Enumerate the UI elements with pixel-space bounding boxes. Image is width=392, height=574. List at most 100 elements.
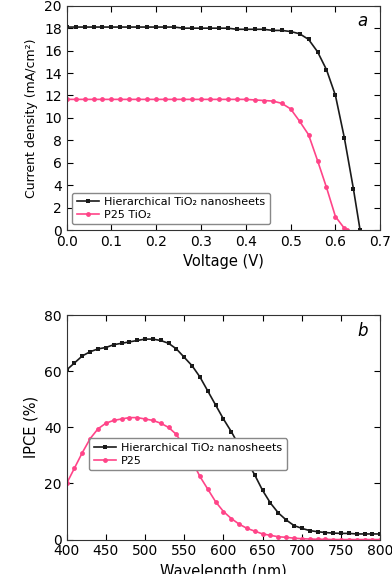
Hierarchical TiO₂ nanosheets <box>260 487 265 494</box>
P25 <box>299 536 304 542</box>
P25 <box>221 508 226 515</box>
P25 TiO₂ <box>145 96 150 103</box>
Hierarchical TiO₂ nanosheets <box>276 510 281 517</box>
P25 <box>166 424 171 431</box>
Hierarchical TiO₂ nanosheets <box>91 24 96 30</box>
Hierarchical TiO₂ nanosheets <box>225 25 230 32</box>
P25 <box>284 534 289 541</box>
P25 TiO₂ <box>118 96 123 103</box>
P25 TiO₂ <box>199 96 203 103</box>
P25 <box>354 536 359 543</box>
Hierarchical TiO₂ nanosheets <box>299 525 304 532</box>
Hierarchical TiO₂ nanosheets <box>163 24 167 30</box>
Hierarchical TiO₂ nanosheets <box>143 336 147 343</box>
P25 <box>96 425 100 432</box>
Hierarchical TiO₂ nanosheets <box>198 374 202 381</box>
Hierarchical TiO₂ nanosheets <box>208 25 212 32</box>
P25 <box>127 414 132 421</box>
Line: Hierarchical TiO₂ nanosheets: Hierarchical TiO₂ nanosheets <box>64 25 363 232</box>
P25 <box>64 480 69 487</box>
Hierarchical TiO₂ nanosheets <box>213 402 218 409</box>
P25 <box>260 530 265 537</box>
Hierarchical TiO₂ nanosheets <box>315 48 320 55</box>
P25 TiO₂ <box>225 96 230 103</box>
Hierarchical TiO₂ nanosheets <box>127 339 132 346</box>
Hierarchical TiO₂ nanosheets <box>182 354 187 361</box>
P25 TiO₂ <box>109 96 114 103</box>
P25 <box>331 536 336 543</box>
P25 <box>88 435 93 442</box>
Hierarchical TiO₂ nanosheets <box>82 24 87 30</box>
Line: Hierarchical TiO₂ nanosheets: Hierarchical TiO₂ nanosheets <box>64 337 383 536</box>
P25 <box>347 536 351 543</box>
P25 TiO₂ <box>279 100 284 107</box>
Hierarchical TiO₂ nanosheets <box>127 24 132 30</box>
P25 <box>158 420 163 426</box>
Hierarchical TiO₂ nanosheets <box>199 25 203 32</box>
Hierarchical TiO₂ nanosheets <box>237 442 241 449</box>
Hierarchical TiO₂ nanosheets <box>119 340 124 347</box>
P25 <box>237 521 241 528</box>
Hierarchical TiO₂ nanosheets <box>73 24 78 30</box>
P25 TiO₂ <box>181 96 185 103</box>
P25 <box>276 533 281 540</box>
P25 TiO₂ <box>136 96 141 103</box>
P25 TiO₂ <box>82 96 87 103</box>
P25 TiO₂ <box>324 184 329 191</box>
Hierarchical TiO₂ nanosheets <box>136 24 141 30</box>
P25 <box>111 417 116 424</box>
Hierarchical TiO₂ nanosheets <box>339 530 343 537</box>
Hierarchical TiO₂ nanosheets <box>323 529 328 536</box>
P25 TiO₂ <box>208 96 212 103</box>
Hierarchical TiO₂ nanosheets <box>109 24 114 30</box>
P25 TiO₂ <box>64 96 69 103</box>
P25 TiO₂ <box>217 96 221 103</box>
Legend: Hierarchical TiO₂ nanosheets, P25: Hierarchical TiO₂ nanosheets, P25 <box>89 439 287 470</box>
P25 <box>378 536 383 543</box>
Hierarchical TiO₂ nanosheets <box>378 530 383 537</box>
Y-axis label: IPCE (%): IPCE (%) <box>24 397 38 459</box>
Hierarchical TiO₂ nanosheets <box>64 366 69 373</box>
Hierarchical TiO₂ nanosheets <box>111 342 116 348</box>
P25 <box>213 498 218 505</box>
Hierarchical TiO₂ nanosheets <box>306 36 311 43</box>
P25 <box>229 515 234 522</box>
Hierarchical TiO₂ nanosheets <box>351 185 356 192</box>
Legend: Hierarchical TiO₂ nanosheets, P25 TiO₂: Hierarchical TiO₂ nanosheets, P25 TiO₂ <box>72 193 270 224</box>
P25 TiO₂ <box>252 96 257 103</box>
Hierarchical TiO₂ nanosheets <box>166 340 171 347</box>
Hierarchical TiO₂ nanosheets <box>362 530 367 537</box>
P25 TiO₂ <box>172 96 176 103</box>
P25 <box>182 444 187 451</box>
P25 TiO₂ <box>288 106 293 113</box>
Hierarchical TiO₂ nanosheets <box>342 135 347 142</box>
Hierarchical TiO₂ nanosheets <box>358 227 363 234</box>
Line: P25 TiO₂: P25 TiO₂ <box>64 97 349 232</box>
Hierarchical TiO₂ nanosheets <box>100 24 105 30</box>
P25 <box>205 486 210 492</box>
P25 TiO₂ <box>306 131 311 138</box>
P25 <box>190 457 194 464</box>
Hierarchical TiO₂ nanosheets <box>333 92 338 99</box>
Line: P25: P25 <box>64 415 383 542</box>
Hierarchical TiO₂ nanosheets <box>307 527 312 534</box>
P25 <box>135 414 140 421</box>
P25 TiO₂ <box>333 213 338 220</box>
Hierarchical TiO₂ nanosheets <box>135 337 140 344</box>
P25 TiO₂ <box>154 96 159 103</box>
Hierarchical TiO₂ nanosheets <box>72 359 77 366</box>
Hierarchical TiO₂ nanosheets <box>217 25 221 32</box>
P25 <box>151 417 155 424</box>
P25 <box>72 464 77 471</box>
Hierarchical TiO₂ nanosheets <box>331 530 336 537</box>
P25 TiO₂ <box>297 118 302 125</box>
Hierarchical TiO₂ nanosheets <box>64 24 69 30</box>
Hierarchical TiO₂ nanosheets <box>284 517 289 523</box>
P25 <box>245 525 249 532</box>
P25 <box>292 535 296 542</box>
Text: a: a <box>358 13 368 30</box>
P25 TiO₂ <box>91 96 96 103</box>
Hierarchical TiO₂ nanosheets <box>88 348 93 355</box>
P25 TiO₂ <box>315 157 320 164</box>
P25 <box>143 416 147 422</box>
